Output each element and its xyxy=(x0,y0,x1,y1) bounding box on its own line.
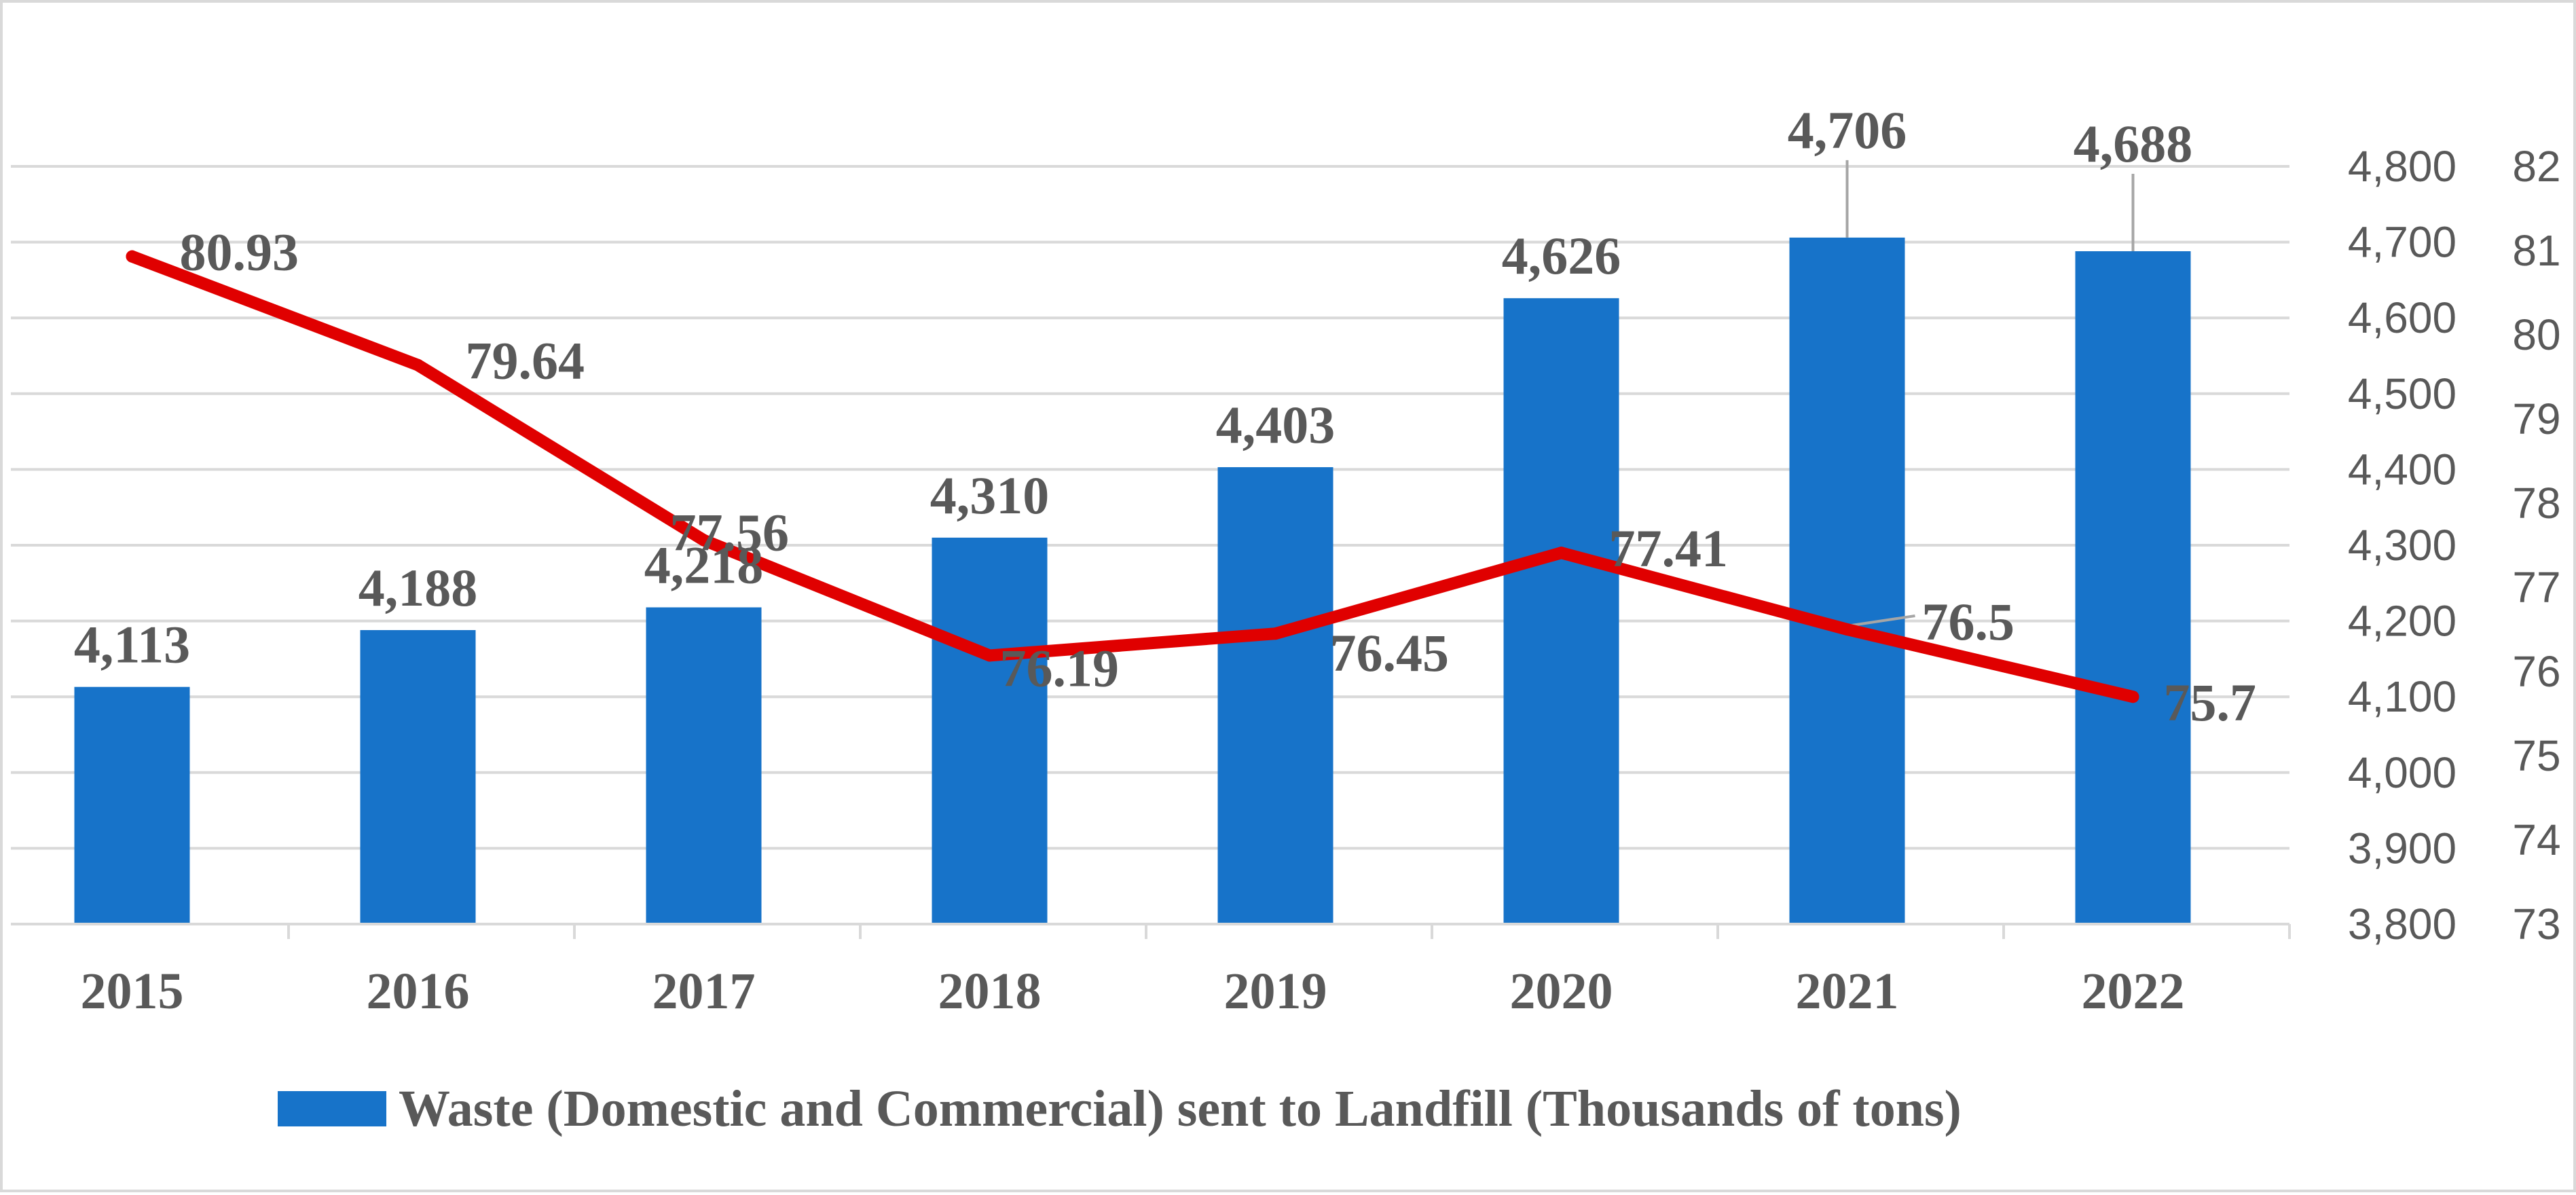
line-label-leader xyxy=(1847,614,1915,627)
bar-2016 xyxy=(360,629,476,924)
bar-2021 xyxy=(1789,237,1905,924)
axes: 3,800 3,900 4,000 4,100 4,200 4,300 4,400 4,500… xyxy=(11,142,2561,1020)
right-axis-tick-label: 80 xyxy=(2512,310,2560,359)
x-axis-category-label: 2020 xyxy=(1510,963,1613,1020)
line-point-2017 xyxy=(697,534,710,547)
right-axis-tick-label: 77 xyxy=(2512,563,2560,612)
right-axis-tick-label: 81 xyxy=(2512,226,2560,275)
data-labels: 4,113 4,188 4,218 4,310 4,403 4,626 4,706 4,688… xyxy=(74,100,2256,732)
leader-lines xyxy=(1845,160,2135,627)
line-data-label: 80.93 xyxy=(180,223,299,282)
left-axis-tick-label: 4,300 xyxy=(2348,521,2457,570)
right-axis-tick-label: 73 xyxy=(2512,900,2560,949)
line-point-2020 xyxy=(1555,547,1568,559)
x-axis-category-label: 2021 xyxy=(1796,963,1899,1020)
line-point-2018 xyxy=(983,649,996,662)
line-data-label: 77.41 xyxy=(1609,519,1729,578)
line-data-label: 76.19 xyxy=(1000,638,1120,697)
line-point-2016 xyxy=(411,358,424,371)
line-point-2022 xyxy=(2127,691,2139,703)
left-axis-tick-label: 4,500 xyxy=(2348,369,2457,418)
line-series xyxy=(126,250,2139,703)
gridlines xyxy=(11,165,2289,925)
line-point-2015 xyxy=(126,250,139,263)
left-axis-tick-label: 3,800 xyxy=(2348,900,2457,949)
bar-2017 xyxy=(646,607,762,924)
x-axis-category-label: 2017 xyxy=(652,963,756,1020)
bar-data-label: 4,113 xyxy=(74,615,190,674)
x-axis-category-label: 2022 xyxy=(2082,963,2185,1020)
bar-2018 xyxy=(932,537,1048,924)
bar-series xyxy=(74,237,2191,925)
right-axis-tick-label: 74 xyxy=(2512,815,2560,864)
bar-2022 xyxy=(2075,251,2191,924)
x-axis-category-label: 2016 xyxy=(367,963,470,1020)
legend-entry-label: Waste (Domestic and Commercial) sent to … xyxy=(399,1080,1962,1137)
line-point-2019 xyxy=(1269,627,1282,640)
bar-data-label: 4,218 xyxy=(644,536,764,595)
left-axis-tick-label: 4,100 xyxy=(2348,672,2457,721)
right-axis-tick-label: 82 xyxy=(2512,142,2560,191)
line-data-label: 76.45 xyxy=(1330,623,1450,682)
bar-data-label: 4,688 xyxy=(2074,114,2193,173)
right-axis-tick-label: 79 xyxy=(2512,394,2560,443)
x-axis-category-label: 2019 xyxy=(1224,963,1327,1020)
legend: Waste (Domestic and Commercial) sent to … xyxy=(278,1080,1962,1137)
bar-2020 xyxy=(1503,298,1619,925)
bar-data-label: 4,403 xyxy=(1216,395,1336,454)
right-axis-tick-label: 78 xyxy=(2512,479,2560,528)
left-axis-tick-label: 4,400 xyxy=(2348,445,2457,494)
left-axis-tick-label: 4,600 xyxy=(2348,293,2457,342)
bar-data-label: 4,626 xyxy=(1502,226,1621,285)
left-axis-tick-label: 4,000 xyxy=(2348,748,2457,797)
line-series-path xyxy=(126,250,2139,703)
bar-data-label: 4,188 xyxy=(358,558,478,617)
x-axis-category-label: 2018 xyxy=(938,963,1042,1020)
left-axis-tick-label: 4,200 xyxy=(2348,597,2457,646)
x-axis-category-label: 2015 xyxy=(81,963,184,1020)
left-axis-tick-label: 4,800 xyxy=(2348,142,2457,191)
legend-swatch xyxy=(278,1091,386,1126)
bar-data-label: 4,706 xyxy=(1788,100,1907,160)
line-point-2021 xyxy=(1841,623,1854,636)
bar-2015 xyxy=(74,686,190,924)
line-data-label: 75.7 xyxy=(2164,673,2257,732)
line-data-label: 79.64 xyxy=(466,331,585,390)
bar-data-label: 4,310 xyxy=(930,466,1050,525)
bar-2019 xyxy=(1217,467,1333,924)
combo-chart: 4,113 4,188 4,218 4,310 4,403 4,626 4,706 4,688… xyxy=(11,100,2561,1137)
right-axis-tick-label: 76 xyxy=(2512,647,2560,696)
left-axis-tick-label: 3,900 xyxy=(2348,824,2457,872)
line-data-label: 77.56 xyxy=(670,503,790,562)
left-axis-tick-label: 4,700 xyxy=(2348,218,2457,267)
line-data-label: 76.5 xyxy=(1922,592,2015,651)
right-axis-tick-label: 75 xyxy=(2512,731,2560,780)
